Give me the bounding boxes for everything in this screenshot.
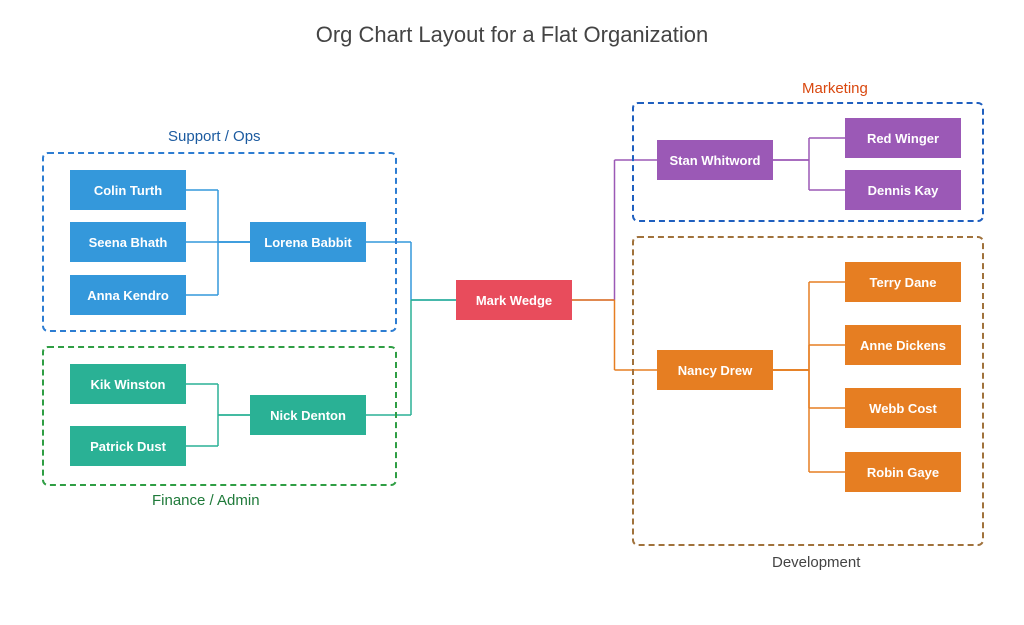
node-terry-dane: Terry Dane — [845, 262, 961, 302]
node-label: Colin Turth — [94, 183, 162, 198]
group-label-support-ops: Support / Ops — [168, 128, 261, 145]
node-nancy-drew: Nancy Drew — [657, 350, 773, 390]
node-seena-bhath: Seena Bhath — [70, 222, 186, 262]
node-label: Kik Winston — [91, 377, 166, 392]
node-label: Nick Denton — [270, 408, 346, 423]
node-label: Robin Gaye — [867, 465, 939, 480]
node-robin-gaye: Robin Gaye — [845, 452, 961, 492]
chart-title: Org Chart Layout for a Flat Organization — [0, 0, 1024, 48]
node-label: Anna Kendro — [87, 288, 169, 303]
node-nick-denton: Nick Denton — [250, 395, 366, 435]
node-label: Anne Dickens — [860, 338, 946, 353]
node-anna-kendro: Anna Kendro — [70, 275, 186, 315]
node-dennis-kay: Dennis Kay — [845, 170, 961, 210]
node-label: Patrick Dust — [90, 439, 166, 454]
node-kik-winston: Kik Winston — [70, 364, 186, 404]
node-stan-whitword: Stan Whitword — [657, 140, 773, 180]
group-label-marketing: Marketing — [802, 80, 868, 97]
node-label: Nancy Drew — [678, 363, 752, 378]
node-lorena-babbit: Lorena Babbit — [250, 222, 366, 262]
group-label-development: Development — [772, 554, 860, 571]
node-patrick-dust: Patrick Dust — [70, 426, 186, 466]
node-anne-dickens: Anne Dickens — [845, 325, 961, 365]
node-colin-turth: Colin Turth — [70, 170, 186, 210]
node-red-winger: Red Winger — [845, 118, 961, 158]
node-mark-wedge: Mark Wedge — [456, 280, 572, 320]
node-webb-cost: Webb Cost — [845, 388, 961, 428]
node-label: Webb Cost — [869, 401, 937, 416]
node-label: Stan Whitword — [670, 153, 761, 168]
node-label: Red Winger — [867, 131, 939, 146]
node-label: Terry Dane — [870, 275, 937, 290]
node-label: Lorena Babbit — [264, 235, 351, 250]
node-label: Seena Bhath — [89, 235, 168, 250]
node-label: Dennis Kay — [868, 183, 939, 198]
group-label-finance-admin: Finance / Admin — [152, 492, 260, 509]
node-label: Mark Wedge — [476, 293, 552, 308]
